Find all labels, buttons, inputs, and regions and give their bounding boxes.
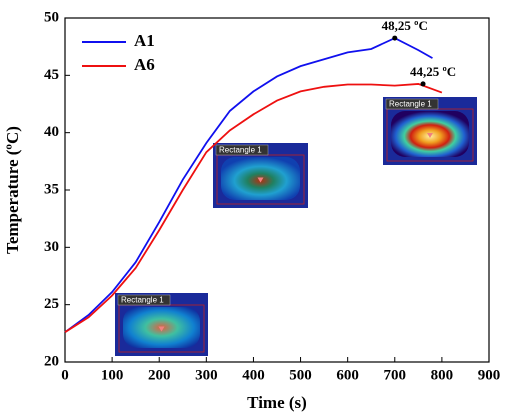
series-line: [64, 83, 443, 333]
inset-label-bg: [215, 144, 269, 156]
x-tick-label: 300: [195, 367, 218, 383]
inset-label: Rectangle 1: [121, 296, 164, 305]
legend-label: A6: [134, 55, 155, 74]
y-tick-label: 45: [44, 67, 59, 83]
inset-marker: [158, 326, 165, 332]
annotation-point: [420, 81, 426, 87]
annotation: 44,25 ºC: [410, 64, 456, 79]
x-tick-label: 200: [148, 367, 171, 383]
x-tick-label: 600: [336, 367, 359, 383]
y-tick-label: 40: [44, 124, 59, 140]
y-tick-label: 35: [44, 181, 59, 197]
inset-marker: [257, 177, 264, 183]
x-tick-label: 400: [242, 367, 265, 383]
x-tick-label: 100: [101, 367, 124, 383]
x-tick-label: 900: [478, 367, 501, 383]
y-tick-label: 50: [44, 9, 59, 25]
legend-label: A1: [134, 31, 155, 50]
x-tick-label: 800: [431, 367, 454, 383]
inset-label-bg: [385, 98, 439, 110]
x-tick-label: 0: [61, 367, 69, 383]
annotation: 48,25 ºC: [382, 18, 428, 33]
inset-label: Rectangle 1: [389, 100, 432, 109]
series-line: [64, 37, 433, 333]
y-axis-label: Temperature (ºC): [3, 126, 22, 254]
y-tick-label: 25: [44, 296, 59, 312]
x-tick-label: 700: [384, 367, 407, 383]
y-tick-label: 20: [44, 353, 59, 369]
inset-label-bg: [117, 294, 171, 306]
annotation-point: [392, 35, 398, 41]
inset-marker: [427, 133, 433, 138]
x-tick-label: 500: [289, 367, 312, 383]
y-tick-label: 30: [44, 239, 59, 255]
x-axis-label: Time (s): [247, 393, 307, 412]
inset-label: Rectangle 1: [219, 146, 262, 155]
